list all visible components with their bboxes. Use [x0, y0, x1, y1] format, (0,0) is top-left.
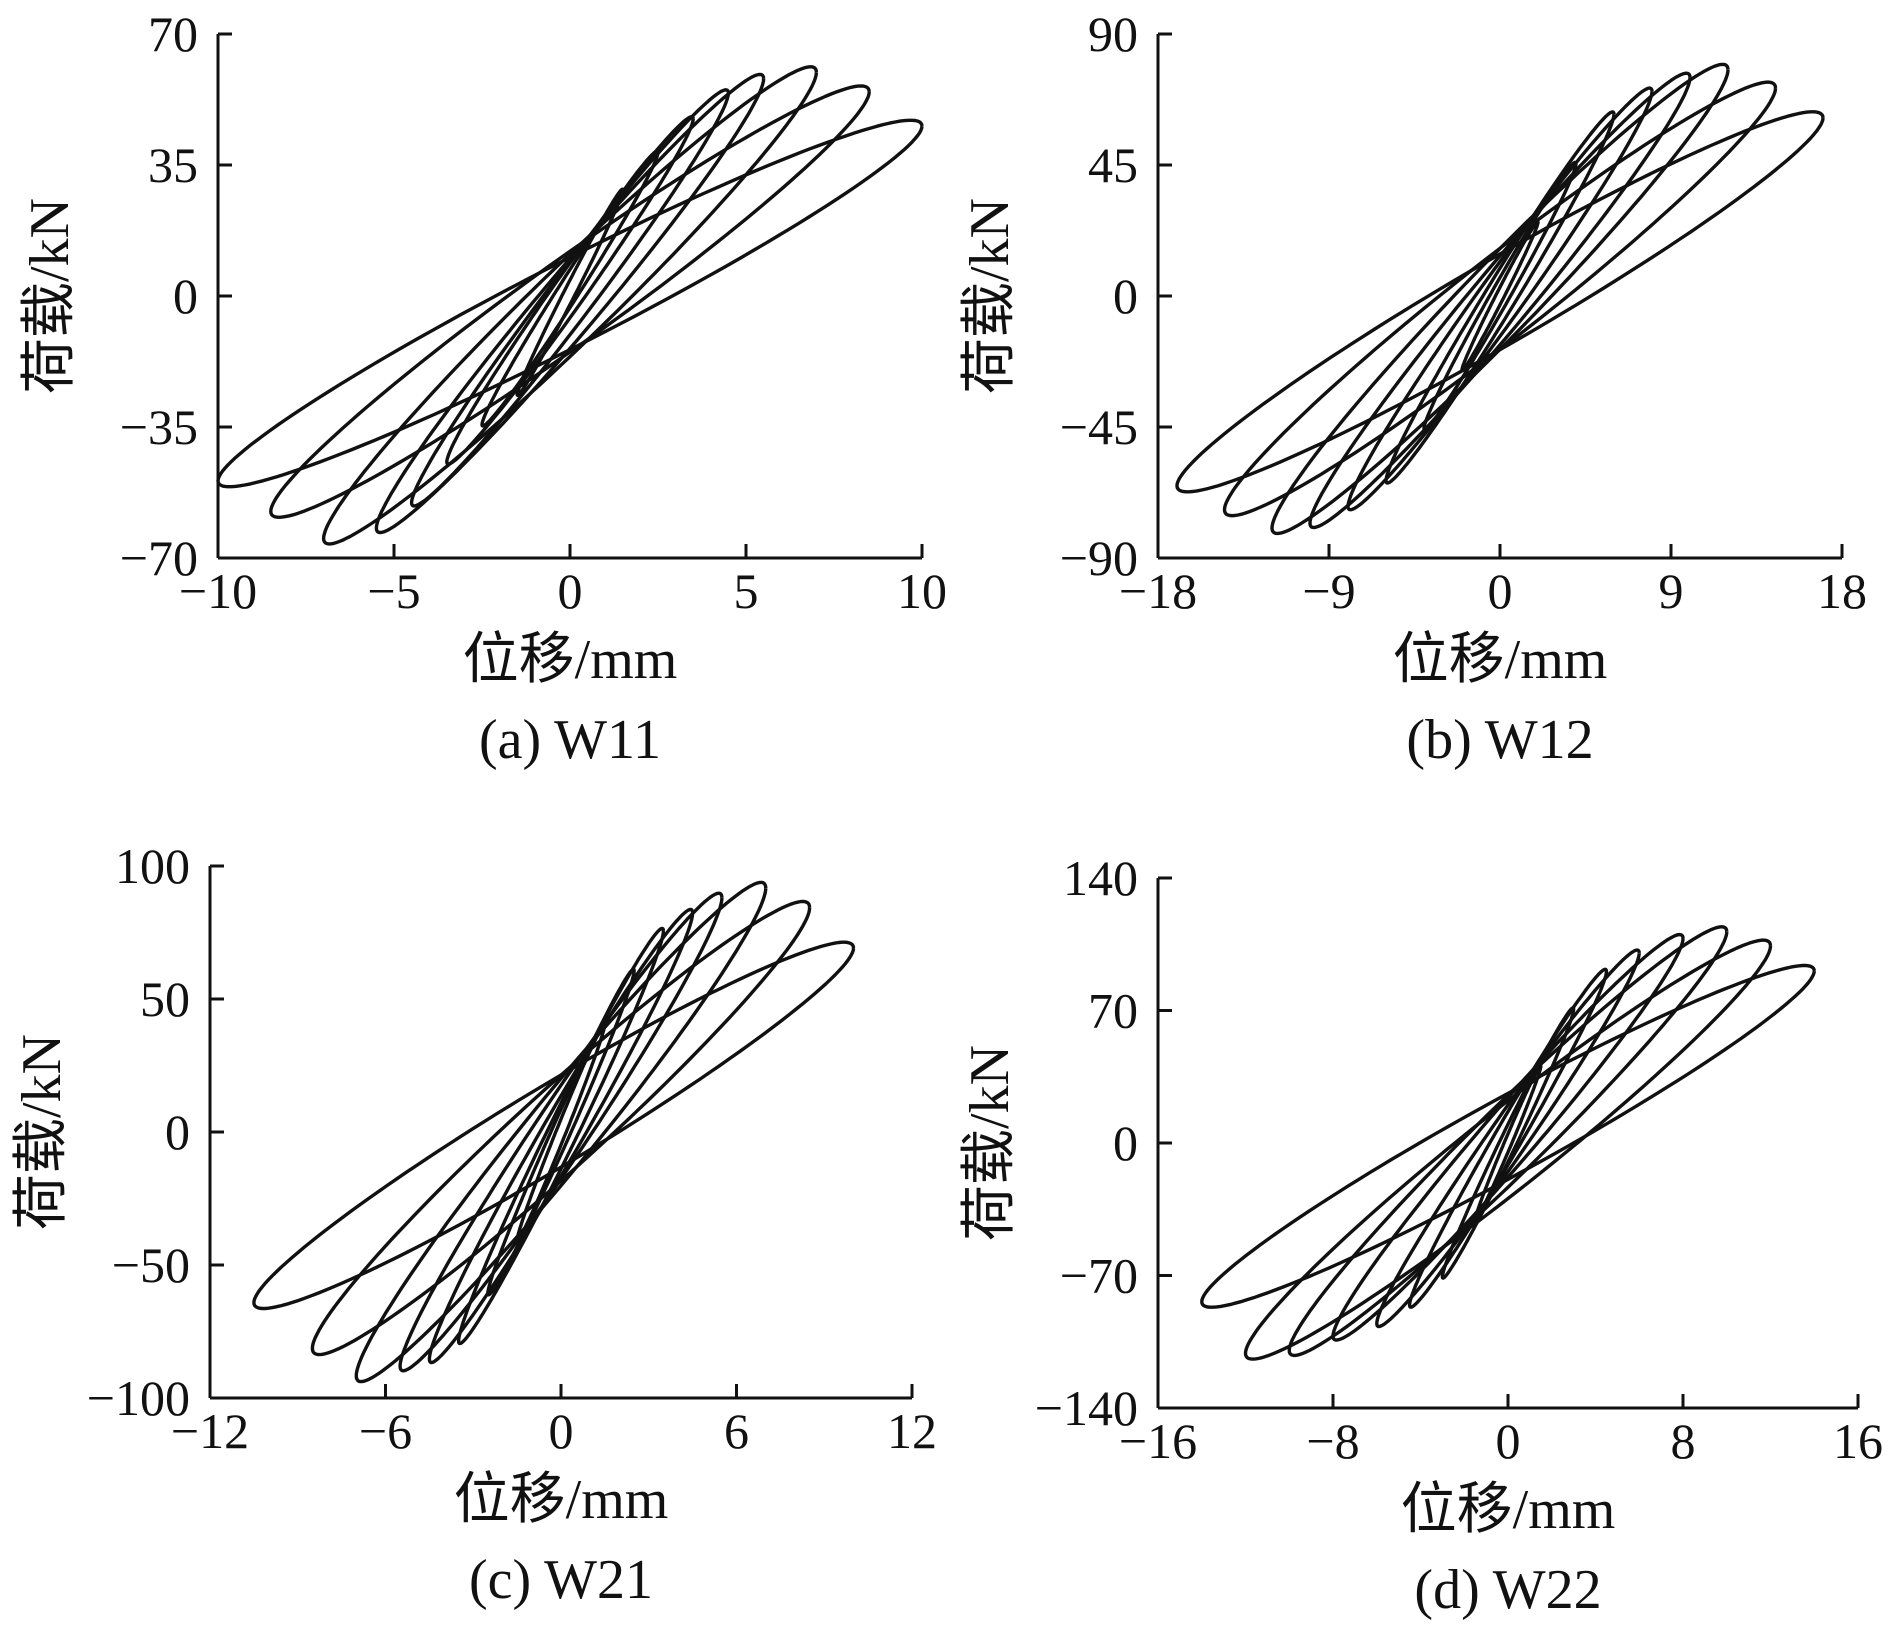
y-tick-label-d-0: −140 — [1035, 1380, 1138, 1436]
x-tick-label-d-1: −8 — [1306, 1413, 1359, 1469]
y-tick-label-a-2: 0 — [173, 268, 198, 324]
x-tick-label-d-0: −16 — [1119, 1413, 1197, 1469]
x-tick-label-b-3: 9 — [1659, 563, 1684, 619]
x-tick-label-d-3: 8 — [1671, 1413, 1696, 1469]
chart-panel-d: −16 −8 0 8 16 −140 −70 0 70 140 位移/mm 荷载/kN (d) W22 — [959, 850, 1883, 1621]
chart-caption-d: (d) W22 — [1414, 1559, 1601, 1621]
y-tick-label-b-3: 45 — [1088, 137, 1138, 193]
y-tick-label-a-3: 35 — [148, 137, 198, 193]
hysteresis-loop-d-4 — [1375, 948, 1641, 1329]
hysteresis-loop-c-3 — [456, 926, 666, 1346]
x-tick-label-b-4: 18 — [1817, 563, 1867, 619]
x-tick-label-c-4: 12 — [887, 1403, 937, 1459]
hysteresis-loop-a-4 — [409, 88, 731, 508]
y-tick-label-c-4: 100 — [115, 838, 190, 894]
x-tick-label-d-2: 0 — [1496, 1413, 1521, 1469]
y-tick-label-a-4: 70 — [148, 6, 198, 62]
x-tick-label-b-2: 0 — [1488, 563, 1513, 619]
x-axis-label-d: 位移/mm — [1401, 1479, 1616, 1541]
y-tick-label-c-2: 0 — [165, 1104, 190, 1160]
chart-caption-a: (a) W11 — [479, 709, 661, 771]
y-tick-label-b-4: 90 — [1088, 6, 1138, 62]
chart-panel-c: −12 −6 0 6 12 −100 −50 0 50 100 位移/mm 荷载/kN (c) W21 — [11, 838, 937, 1611]
x-tick-label-a-4: 10 — [897, 563, 947, 619]
hysteresis-loop-b-5 — [1308, 71, 1692, 530]
x-tick-label-a-2: 0 — [558, 563, 583, 619]
x-tick-label-d-4: 16 — [1833, 1413, 1883, 1469]
hysteresis-loop-d-6 — [1287, 925, 1729, 1358]
x-tick-label-c-2: 0 — [549, 1403, 574, 1459]
hysteresis-loop-a-7 — [269, 84, 871, 519]
chart-caption-c: (c) W21 — [469, 1549, 653, 1611]
hysteresis-loop-b-8 — [1175, 110, 1825, 494]
hysteresis-loop-b-7 — [1222, 80, 1778, 518]
y-axis-label-b: 荷载/kN — [959, 198, 1021, 394]
x-tick-label-a-1: −5 — [367, 563, 420, 619]
y-axis-label-c: 荷载/kN — [11, 1034, 73, 1230]
hysteresis-loop-a-6 — [321, 65, 819, 546]
x-tick-label-b-1: −9 — [1302, 563, 1355, 619]
x-tick-label-c-1: −6 — [359, 1403, 412, 1459]
hysteresis-loop-c-6 — [354, 880, 768, 1384]
y-tick-label-d-4: 140 — [1063, 850, 1138, 906]
hysteresis-loop-d-3 — [1407, 967, 1609, 1309]
y-tick-label-c-3: 50 — [140, 971, 190, 1027]
x-axis-label-b: 位移/mm — [1393, 629, 1608, 691]
y-tick-label-d-2: 0 — [1113, 1115, 1138, 1171]
y-axis-label-a: 荷载/kN — [19, 198, 81, 394]
y-tick-label-d-3: 70 — [1088, 983, 1138, 1039]
hysteresis-loop-d-7 — [1243, 938, 1773, 1361]
hysteresis-loop-d-8 — [1200, 963, 1816, 1309]
x-tick-label-c-3: 6 — [724, 1403, 749, 1459]
hysteresis-loop-c-4 — [427, 907, 695, 1365]
y-tick-label-c-0: −100 — [87, 1370, 190, 1426]
x-tick-label-c-0: −12 — [171, 1403, 249, 1459]
x-tick-label-a-3: 5 — [734, 563, 759, 619]
y-tick-label-c-1: −50 — [112, 1237, 190, 1293]
y-tick-label-b-1: −45 — [1060, 399, 1138, 455]
x-tick-label-a-0: −10 — [179, 563, 257, 619]
y-tick-label-b-2: 0 — [1113, 268, 1138, 324]
y-tick-label-b-0: −90 — [1060, 530, 1138, 586]
hysteresis-loop-c-7 — [310, 899, 812, 1357]
chart-panel-a: −10 −5 0 5 10 −70 −35 0 35 70 位移/mm 荷载/kN (a) W11 — [19, 6, 947, 771]
x-tick-label-b-0: −18 — [1119, 563, 1197, 619]
hysteresis-loop-c-5 — [398, 891, 724, 1373]
hysteresis-loop-b-6 — [1270, 62, 1730, 536]
x-axis-label-c: 位移/mm — [454, 1469, 669, 1531]
x-axis-label-a: 位移/mm — [463, 629, 678, 691]
hysteresis-loop-c-8 — [252, 940, 856, 1311]
chart-caption-b: (b) W12 — [1406, 709, 1593, 771]
hysteresis-loop-a-5 — [374, 72, 766, 535]
y-tick-label-a-0: −70 — [120, 530, 198, 586]
y-tick-label-a-1: −35 — [120, 399, 198, 455]
y-tick-label-d-1: −70 — [1060, 1248, 1138, 1304]
y-axis-label-d: 荷载/kN — [959, 1045, 1021, 1241]
